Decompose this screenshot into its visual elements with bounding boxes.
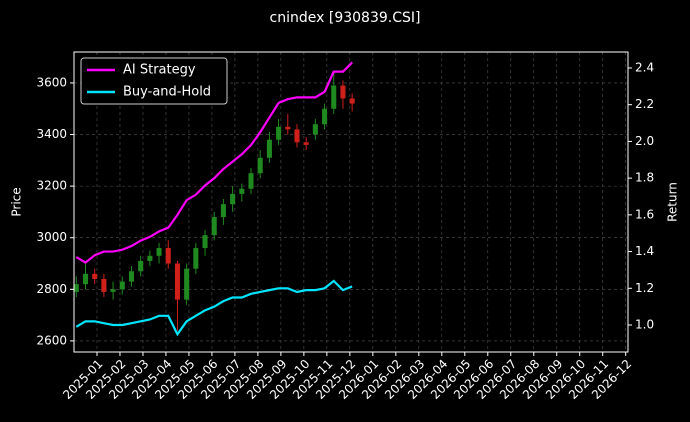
legend-box — [80, 57, 228, 105]
series-line — [75, 279, 353, 337]
legend-label: AI Strategy — [123, 63, 196, 78]
candle-body — [331, 85, 337, 109]
y-tick-label: 2800 — [36, 282, 67, 296]
axes: 2600 2800 3000 3200 3400 3600 1.0 1.2 1.4 1.6 1.8 2… — [36, 60, 654, 402]
plot-frame — [73, 51, 629, 353]
candle-body — [73, 284, 79, 292]
candle-body — [322, 108, 328, 125]
candle-body — [202, 235, 208, 249]
candle-body — [165, 248, 171, 264]
y2-tick-label: 2.4 — [635, 60, 654, 74]
candle-body — [340, 85, 346, 99]
candle-body — [303, 142, 309, 145]
candle-body — [92, 273, 98, 279]
candle-body — [110, 289, 116, 292]
candle-body — [349, 98, 355, 104]
y2-tick-label: 2.0 — [635, 134, 654, 148]
legend-label: Buy-and-Hold — [123, 85, 211, 100]
candle-body — [294, 129, 300, 143]
candle-body — [119, 281, 125, 290]
y-tick-label: 3000 — [36, 230, 67, 244]
y-tick-label: 2600 — [36, 333, 67, 347]
candle-body — [193, 248, 199, 269]
series-line — [75, 61, 353, 264]
candle-body — [266, 139, 272, 158]
plot — [73, 61, 355, 337]
candle-body — [156, 248, 162, 256]
y2-tick-label: 2.2 — [635, 97, 654, 111]
candle-body — [285, 126, 291, 130]
candle-body — [128, 271, 134, 282]
candle-body — [230, 193, 236, 205]
y2-axis-label: Return — [666, 182, 680, 222]
y-axis-label: Price — [10, 187, 24, 216]
candle-body — [312, 124, 318, 135]
y2-tick-label: 1.2 — [635, 281, 654, 295]
candle-body — [82, 273, 89, 285]
y-tick-label: 3600 — [36, 75, 67, 89]
chart-title: cnindex [930839.CSI] — [270, 10, 421, 26]
grid — [74, 52, 628, 352]
candle-body — [276, 126, 282, 140]
y-tick-label: 3400 — [36, 127, 67, 141]
y-tick-label: 3200 — [36, 179, 67, 193]
candle-body — [174, 263, 180, 300]
candle-body — [211, 217, 217, 236]
candle-body — [248, 173, 254, 189]
candle-body — [147, 255, 153, 261]
y2-tick-label: 1.8 — [635, 171, 654, 185]
candle-body — [101, 278, 107, 292]
y2-tick-label: 1.4 — [635, 244, 654, 258]
candle-body — [257, 157, 263, 174]
candle-body — [239, 188, 245, 194]
legend: AI Strategy Buy-and-Hold — [80, 57, 228, 105]
y2-tick-label: 1.6 — [635, 207, 654, 221]
candle-body — [184, 268, 190, 300]
candle-body — [138, 260, 144, 272]
candle-body — [220, 204, 226, 218]
y2-tick-label: 1.0 — [635, 318, 654, 332]
